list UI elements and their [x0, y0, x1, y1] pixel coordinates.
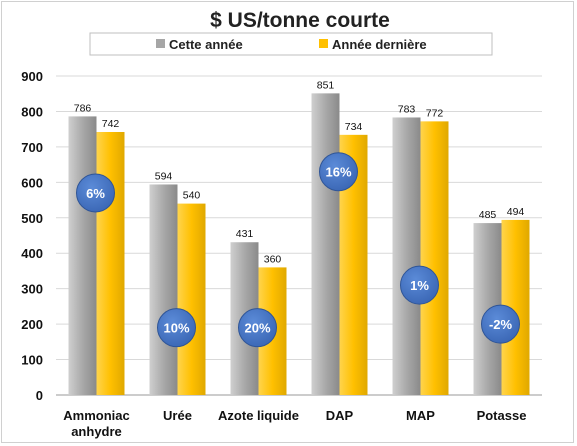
change-badge-label: -2% [489, 317, 513, 332]
legend-box [89, 32, 493, 56]
legend-label-this-year: Cette année [169, 37, 243, 52]
change-badge [238, 308, 277, 348]
y-tick-label: 400 [21, 246, 43, 261]
y-tick-label: 800 [21, 104, 43, 119]
data-label: 772 [426, 107, 444, 119]
bar-last-year [420, 121, 449, 395]
change-badge [157, 308, 196, 348]
legend: Cette année Année dernière [89, 32, 493, 56]
change-badge-label: 1% [410, 278, 429, 293]
data-label: 594 [155, 170, 173, 182]
y-tick-label: 900 [21, 69, 43, 84]
change-badge [319, 152, 358, 192]
data-label: 851 [317, 79, 335, 91]
bar-this-year [392, 117, 421, 395]
data-label: 786 [74, 102, 92, 114]
bar-last-year [96, 132, 125, 395]
x-tick-label: Azote liquide [218, 408, 299, 423]
x-tick-label: DAP [326, 408, 354, 423]
plot-area: 0 100 200 300 400 500 600 700 800 900 786 742 Ammoni… [21, 69, 542, 439]
bar-this-year [311, 93, 340, 396]
data-label: 742 [102, 118, 120, 130]
y-tick-label: 500 [21, 211, 43, 226]
data-label: 783 [398, 103, 416, 115]
legend-swatch-this-year [156, 39, 165, 48]
x-tick-label: Ammoniac anhydre [63, 408, 129, 439]
bar-last-year [177, 203, 206, 395]
y-tick-label: 100 [21, 353, 43, 368]
data-label: 494 [507, 206, 525, 218]
change-badge [481, 304, 520, 344]
y-tick-label: 700 [21, 140, 43, 155]
change-badge [400, 265, 439, 305]
bar-this-year [149, 184, 178, 395]
change-badge-label: 20% [244, 321, 270, 336]
data-label: 734 [345, 121, 363, 133]
y-tick-label: 300 [21, 282, 43, 297]
data-label: 540 [183, 190, 201, 202]
chart-title: $ US/tonne courte [210, 9, 390, 32]
bar-this-year [68, 116, 97, 395]
x-tick-label: Potasse [477, 408, 527, 423]
y-tick-label: 600 [21, 175, 43, 190]
data-label: 485 [479, 209, 497, 221]
change-badge-label: 10% [163, 321, 189, 336]
change-badge-label: 16% [325, 165, 351, 180]
data-label: 431 [236, 228, 254, 240]
change-badge [76, 173, 115, 213]
legend-label-last-year: Année dernière [332, 37, 427, 52]
legend-swatch-last-year [319, 39, 328, 48]
x-tick-label: Urée [163, 408, 192, 423]
x-tick-label: MAP [406, 408, 435, 423]
y-tick-label: 0 [36, 388, 43, 403]
y-tick-label: 200 [21, 317, 43, 332]
data-label: 360 [264, 253, 282, 265]
change-badge-label: 6% [86, 186, 105, 201]
